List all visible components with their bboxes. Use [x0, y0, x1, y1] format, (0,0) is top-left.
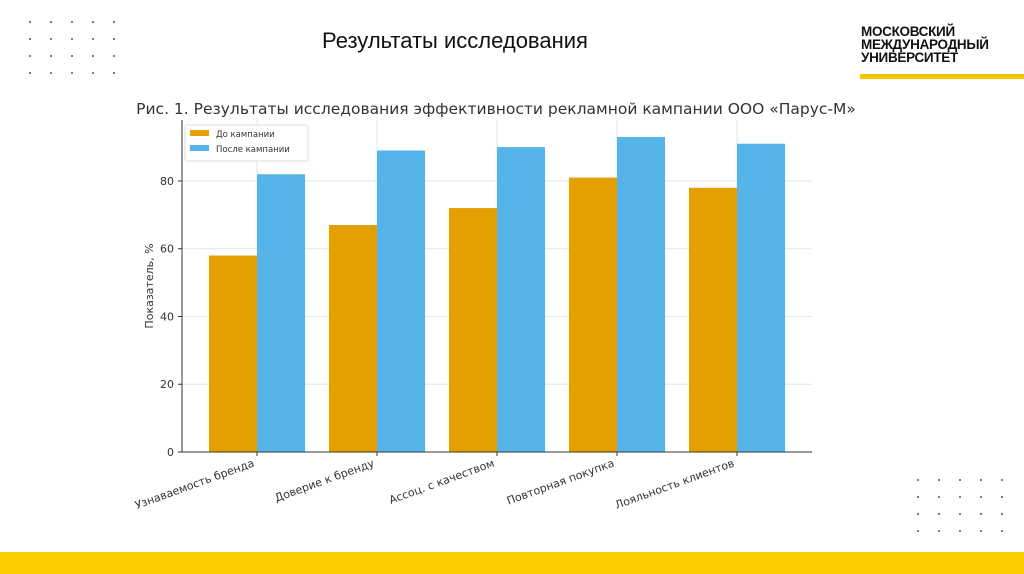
dot	[938, 530, 940, 532]
dot	[959, 530, 961, 532]
bar-after	[497, 147, 545, 452]
x-tick-label: Ассоц. с качеством	[387, 457, 496, 507]
dot	[71, 55, 73, 57]
bar-before	[329, 225, 377, 452]
legend-box	[184, 124, 309, 162]
y-tick-label: 20	[160, 378, 174, 391]
dot	[50, 21, 52, 23]
y-tick-label: 80	[160, 175, 174, 188]
dot	[92, 38, 94, 40]
bar-after	[377, 150, 425, 452]
logo-line: УНИВЕРСИТЕТ	[861, 50, 958, 65]
x-tick-label: Лояльность клиентов	[613, 457, 736, 512]
dot	[71, 72, 73, 74]
logo-line: МЕЖДУНАРОДНЫЙ	[861, 37, 989, 52]
legend-label: До кампании	[216, 130, 275, 140]
dot	[980, 530, 982, 532]
logo-line: МОСКОВСКИЙ	[861, 24, 955, 39]
dot	[938, 513, 940, 515]
dot	[50, 55, 52, 57]
x-tick-label: Доверие к бренду	[273, 456, 377, 504]
dot	[50, 72, 52, 74]
bar-after	[737, 143, 785, 452]
dot	[50, 38, 52, 40]
logo-underline	[860, 74, 1024, 79]
y-tick-label: 0	[167, 446, 174, 459]
dot	[29, 21, 31, 23]
dot	[92, 55, 94, 57]
bar-before	[449, 208, 497, 452]
dot	[29, 38, 31, 40]
dot	[113, 55, 115, 57]
dot	[113, 72, 115, 74]
dot	[1001, 530, 1003, 532]
dot	[1001, 479, 1003, 481]
dot	[959, 479, 961, 481]
chart-title: Рис. 1. Результаты исследования эффектив…	[136, 100, 856, 118]
decor-dots-top-left	[29, 21, 134, 89]
legend-label: После кампании	[216, 145, 290, 155]
dot	[29, 55, 31, 57]
dot	[959, 513, 961, 515]
dot	[938, 479, 940, 481]
y-tick-label: 40	[160, 310, 174, 323]
bar-after	[617, 136, 665, 452]
dot	[938, 496, 940, 498]
legend: До кампании После кампании	[184, 124, 309, 162]
dot	[917, 479, 919, 481]
dot	[917, 513, 919, 515]
dot	[959, 496, 961, 498]
bar-after	[257, 174, 305, 452]
bar-before	[689, 187, 737, 452]
dot	[113, 21, 115, 23]
y-axis-label: Показатель, %	[143, 243, 156, 328]
dot	[980, 513, 982, 515]
legend-swatch	[190, 130, 209, 136]
slide-title: Результаты исследования	[322, 28, 588, 53]
dot	[92, 21, 94, 23]
dot	[92, 72, 94, 74]
dot	[917, 530, 919, 532]
university-logo: МОСКОВСКИЙ МЕЖДУНАРОДНЫЙ УНИВЕРСИТЕТ	[861, 24, 989, 65]
dot	[29, 72, 31, 74]
dot	[1001, 513, 1003, 515]
dot	[980, 479, 982, 481]
y-tick-label: 60	[160, 243, 174, 256]
dot	[71, 38, 73, 40]
legend-swatch	[190, 145, 209, 151]
dot	[980, 496, 982, 498]
x-tick-label: Повторная покупка	[505, 457, 616, 508]
decor-dots-bottom-right	[917, 479, 1022, 547]
bar-before	[209, 255, 257, 452]
bottom-accent-bar	[0, 552, 1024, 574]
dot	[917, 496, 919, 498]
bar-before	[569, 177, 617, 452]
dot	[71, 21, 73, 23]
dot	[113, 38, 115, 40]
x-tick-label: Узнаваемость бренда	[133, 457, 256, 512]
dot	[1001, 496, 1003, 498]
